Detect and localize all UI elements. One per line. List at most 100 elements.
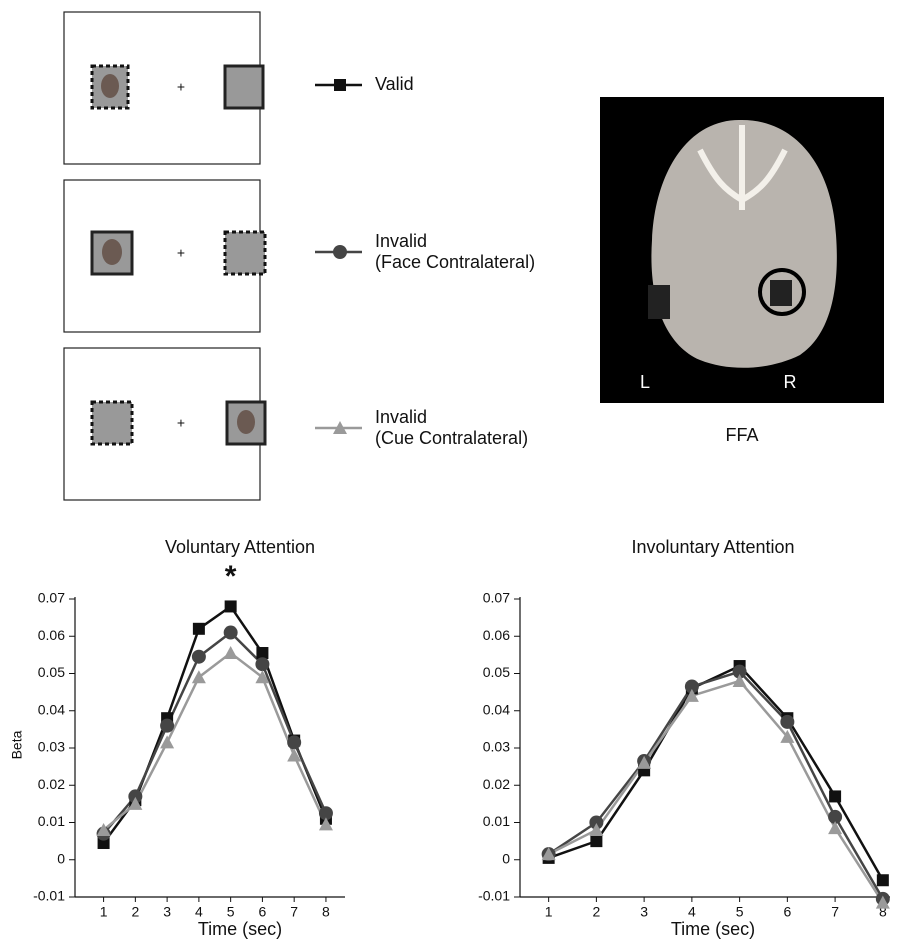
marker [684, 688, 699, 702]
x-tick-label: 4 [195, 904, 203, 920]
y-tick-label: 0.05 [483, 664, 510, 680]
chart-title: Involuntary Attention [631, 537, 794, 557]
marker [780, 729, 795, 743]
marker [128, 796, 143, 810]
marker [732, 664, 747, 679]
legend-marker [334, 79, 346, 91]
y-tick-label: 0.07 [483, 590, 510, 606]
roi [770, 280, 792, 306]
marker [684, 679, 699, 694]
marker [223, 646, 238, 660]
marker [223, 625, 238, 640]
series-line [102, 630, 328, 835]
marker [732, 673, 747, 687]
marker [287, 735, 302, 750]
x-tick-label: 5 [736, 904, 744, 920]
y-tick-label: 0.01 [38, 813, 65, 829]
marker [191, 670, 206, 684]
brain-image: L R FFA [600, 97, 884, 445]
x-tick-label: 1 [100, 904, 108, 920]
y-tick-label: 0.06 [483, 627, 510, 643]
y-tick-label: 0.04 [38, 701, 65, 717]
marker [256, 647, 269, 660]
marker [192, 622, 205, 635]
y-axis-label: Beta [9, 730, 25, 759]
marker [875, 895, 890, 909]
marker [287, 748, 302, 762]
x-tick-label: 5 [227, 904, 235, 920]
marker [224, 600, 237, 613]
marker [255, 657, 270, 672]
legend-label: Invalid (Cue Contralateral) [375, 407, 528, 448]
marker [780, 714, 795, 729]
marker [637, 755, 652, 769]
y-tick-label: -0.01 [478, 888, 510, 904]
x-tick-label: 3 [163, 904, 171, 920]
y-tick-label: 0.01 [483, 813, 510, 829]
y-tick-label: 0.02 [483, 776, 510, 792]
hemisphere-label: L [640, 372, 650, 392]
marker [590, 835, 603, 848]
region-label: FFA [725, 425, 758, 445]
marker [160, 735, 175, 749]
placeholder [223, 64, 265, 110]
legend-label: Valid [375, 74, 414, 94]
x-tick-label: 7 [290, 904, 298, 920]
y-tick-label: 0 [502, 850, 510, 866]
marker [128, 789, 143, 804]
legend-marker [333, 421, 347, 434]
face [101, 74, 119, 98]
marker [191, 649, 206, 664]
fixation: + [177, 79, 185, 95]
placeholder [90, 400, 134, 446]
y-tick-label: 0 [57, 850, 65, 866]
y-tick-label: 0.03 [483, 739, 510, 755]
marker [829, 790, 842, 803]
hemisphere-label: R [784, 372, 797, 392]
face [102, 239, 122, 265]
marker [318, 817, 333, 831]
fixation: + [177, 245, 185, 261]
marker [160, 718, 175, 733]
y-tick-label: 0.02 [38, 776, 65, 792]
series-line [547, 670, 884, 900]
legend-label: Invalid (Face Contralateral) [375, 231, 535, 272]
marker [828, 809, 843, 824]
marker [589, 815, 604, 830]
fixation: + [177, 415, 185, 431]
x-tick-label: 3 [640, 904, 648, 920]
x-tick-label: 4 [688, 904, 696, 920]
marker [876, 874, 889, 887]
annotation: * [225, 560, 237, 593]
marker [828, 821, 843, 835]
stimulus-panels: + + + [63, 11, 267, 501]
x-tick-label: 1 [545, 904, 553, 920]
x-tick-label: 2 [592, 904, 600, 920]
brain-folds [697, 125, 788, 210]
y-tick-label: 0.04 [483, 701, 510, 717]
y-tick-label: 0.07 [38, 590, 65, 606]
x-tick-label: 6 [783, 904, 791, 920]
marker [255, 670, 270, 684]
series-line [548, 679, 884, 904]
y-tick-label: -0.01 [33, 888, 65, 904]
marker [318, 806, 333, 821]
y-tick-label: 0.05 [38, 664, 65, 680]
roi [648, 285, 670, 319]
marker [589, 822, 604, 836]
x-tick-label: 6 [259, 904, 267, 920]
x-axis-label: Time (sec) [671, 919, 755, 939]
marker [96, 822, 111, 836]
y-tick-label: 0.06 [38, 627, 65, 643]
x-axis-label: Time (sec) [198, 919, 282, 939]
x-tick-label: 2 [131, 904, 139, 920]
chart-title: Voluntary Attention [165, 537, 315, 557]
placeholder [223, 230, 267, 276]
x-tick-label: 8 [879, 904, 887, 920]
roi-circle [758, 268, 806, 316]
legend-marker [333, 245, 347, 259]
x-tick-label: 7 [831, 904, 839, 920]
marker [541, 847, 556, 861]
x-tick-label: 8 [322, 904, 330, 920]
